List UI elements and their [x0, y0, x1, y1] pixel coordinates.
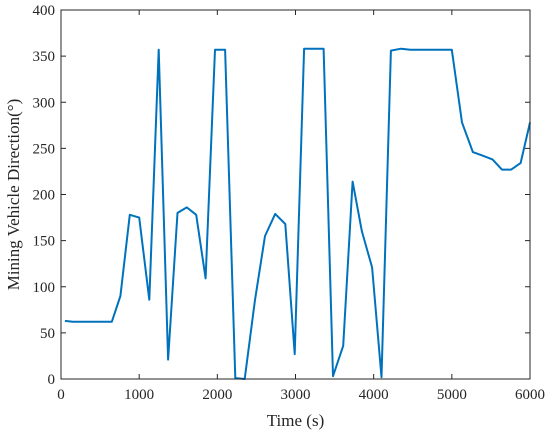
y-tick-label: 300: [33, 95, 56, 111]
plot-frame: [60, 9, 531, 380]
x-tick-label: 4000: [359, 387, 389, 403]
x-axis-label: Time (s): [267, 411, 324, 430]
y-tick-label: 0: [48, 372, 56, 388]
y-tick-label: 200: [33, 188, 56, 204]
x-tick-label: 6000: [515, 387, 545, 403]
y-tick-label: 400: [33, 3, 56, 19]
y-tick-label: 100: [33, 280, 56, 296]
data-layer: [64, 47, 531, 380]
y-tick-label: 350: [33, 49, 56, 65]
y-tick-label: 250: [33, 141, 56, 157]
x-tick-label: 0: [57, 387, 65, 403]
x-tick-label: 1000: [124, 387, 154, 403]
tick-layer: 0 1000 2000 3000 4000 5000 6000 0 50 100 150 200 250…: [33, 3, 546, 403]
y-tick-label: 150: [33, 234, 56, 250]
y-tick-label: 50: [40, 326, 55, 342]
x-tick-label: 5000: [437, 387, 467, 403]
x-tick-label: 2000: [202, 387, 232, 403]
x-tick-label: 3000: [281, 387, 311, 403]
series-line: [64, 47, 531, 380]
y-axis-label: Mining Vehicle Direction(°): [4, 99, 23, 291]
